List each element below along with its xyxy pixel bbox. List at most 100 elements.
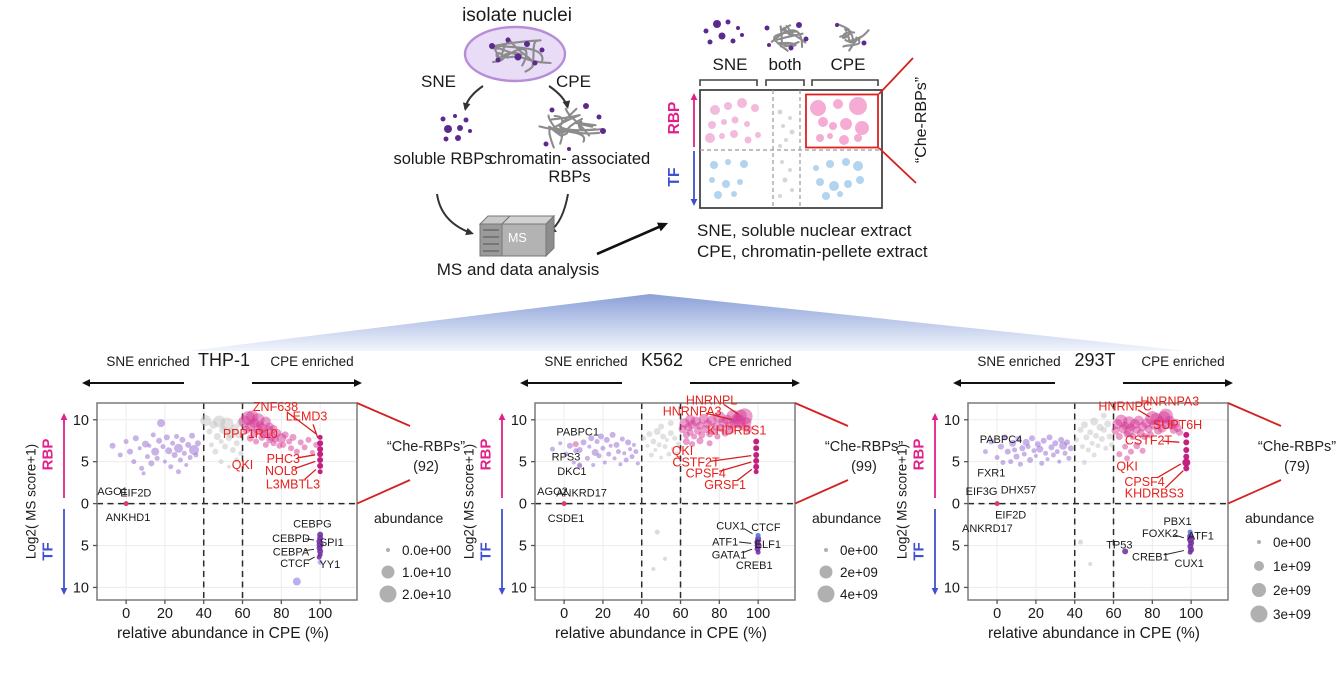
x-tick-label: 80	[1144, 606, 1160, 622]
scatter-point	[572, 441, 579, 448]
tf-dot-icon	[714, 191, 722, 199]
rbp-dot-icon	[839, 135, 849, 145]
scatter-point	[147, 443, 152, 448]
cpe-enriched-header: CPE enriched	[708, 354, 792, 369]
protein-dot-icon	[600, 128, 606, 134]
scatter-point	[584, 455, 590, 461]
scatter-point	[234, 457, 240, 463]
panel-293t: 0 20 40 60 80 100 10 5 0 5 10 HNRNPC HNRNPA3 SUPT6H CS…	[889, 350, 1336, 676]
scatter-point	[1098, 436, 1105, 443]
label-callout-line	[304, 538, 315, 541]
scatter-point	[1063, 439, 1070, 446]
y-tick-label: 10	[944, 580, 960, 596]
scatter-point	[1048, 444, 1055, 451]
scatter-point	[625, 439, 632, 446]
che-callout-line	[878, 147, 917, 184]
x-tick-label: 100	[746, 606, 770, 622]
y-axis-label: Log2( MS score+1)	[894, 443, 910, 560]
scatter-point	[1046, 434, 1053, 441]
scatter-point	[741, 417, 752, 428]
scatter-point	[213, 433, 221, 441]
x-tick-label: 40	[634, 606, 650, 622]
gene-label: PABPC4	[980, 434, 1023, 446]
tf-dot-icon	[822, 192, 830, 200]
scatter-point	[208, 442, 214, 448]
label-callout-line	[304, 548, 315, 552]
x-tick-label: 0	[122, 606, 130, 622]
gene-label: FXR1	[977, 468, 1005, 480]
cpe-enriched-header: CPE enriched	[270, 354, 354, 369]
tf-dot-icon	[853, 161, 863, 171]
tf-dot-icon	[856, 176, 864, 184]
scatter-point	[177, 457, 183, 463]
tf-dot-icon	[722, 180, 730, 188]
scatter-point	[218, 439, 224, 445]
legend-entry-label: 0e+00	[1273, 535, 1311, 550]
y-tick-label: 10	[944, 413, 960, 429]
scatter-point	[262, 441, 269, 448]
scatter-point	[1025, 444, 1031, 450]
scatter-point	[1052, 440, 1059, 447]
protein-dot-icon	[707, 39, 713, 45]
scatter-point	[689, 441, 696, 448]
scatter-point	[1077, 426, 1084, 433]
label-callout-line	[1137, 409, 1151, 418]
funnel-shape	[188, 294, 1188, 351]
scatter-point	[714, 433, 721, 440]
gene-label: L3MBTL3	[266, 477, 320, 491]
legend-entry-label: 1e+09	[1273, 559, 1311, 574]
scatter-point	[317, 457, 324, 464]
scatter-point	[696, 437, 704, 445]
scatter-point	[1096, 423, 1104, 431]
x-tick-label: 60	[672, 606, 688, 622]
both-bracket	[765, 79, 805, 86]
che-callout-line	[878, 57, 914, 95]
rbp-dot-icon	[737, 98, 747, 108]
scatter-point	[175, 469, 181, 475]
scatter-point	[229, 446, 236, 453]
x-tick-label: 100	[1179, 606, 1203, 622]
scatter-point	[674, 451, 679, 456]
gene-label: CREB1	[736, 560, 773, 572]
rbp-dot-icon	[724, 102, 732, 110]
tf-dot-icon	[844, 180, 852, 188]
label-callout-line	[294, 460, 316, 470]
scatter-point	[194, 440, 201, 447]
gene-label: HNRNPA3	[1140, 394, 1199, 408]
scatter-point	[189, 444, 200, 455]
gene-label: CSTF2T	[1125, 434, 1173, 448]
tf-axis-label: TF	[39, 542, 57, 561]
scatter-point	[213, 415, 226, 428]
gene-label: EIF3G	[966, 486, 998, 498]
che-callout-line	[794, 479, 849, 505]
gene-label: CEBPD	[272, 533, 310, 545]
che-rbps-callout-label: “Che-RBPs”	[913, 76, 930, 164]
scatter-point	[157, 419, 166, 428]
scatter-point	[142, 440, 150, 448]
scatter-point	[558, 441, 563, 446]
scatter-point	[1093, 432, 1100, 439]
scatter-point	[222, 443, 229, 450]
scatter-point	[1183, 453, 1190, 460]
scatter-point	[615, 449, 621, 455]
protein-dot-icon	[463, 117, 469, 123]
scatter-point	[292, 577, 301, 586]
tf-dot-icon	[829, 181, 839, 191]
scatter-point	[305, 436, 312, 443]
che-callout-line	[1227, 479, 1282, 505]
tf-dot-icon	[826, 160, 834, 168]
y-axis-label: Log2( MS score+1)	[461, 443, 477, 560]
protein-dot-icon	[444, 125, 452, 133]
abundance-legend: 0.0e+00 1.0e+10 2.0e+10	[379, 543, 451, 603]
scatter-point	[1083, 434, 1090, 441]
scatter-point	[1139, 447, 1146, 454]
scatter-point	[1116, 451, 1123, 458]
scatter-point	[293, 448, 300, 455]
scatter-point	[1057, 459, 1062, 464]
che-rbps-count: (92)	[413, 459, 439, 475]
abundance-legend: 0e+00 1e+09 2e+09 3e+09	[1250, 535, 1311, 623]
scatter-point	[1036, 445, 1044, 453]
x-tick-label: 40	[1067, 606, 1083, 622]
